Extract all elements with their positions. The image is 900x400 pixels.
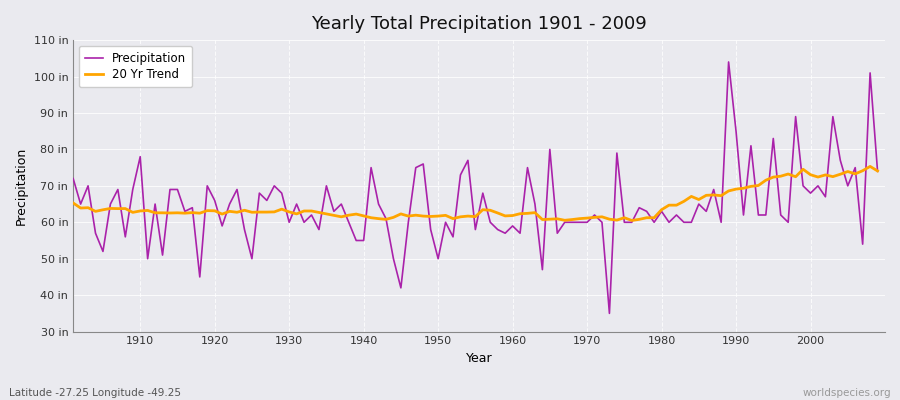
20 Yr Trend: [508, 213, 518, 218]
20 Yr Trend: [500, 214, 510, 218]
Title: Yearly Total Precipitation 1901 - 2009: Yearly Total Precipitation 1901 - 2009: [311, 15, 647, 33]
Y-axis label: Precipitation: Precipitation: [15, 147, 28, 225]
20 Yr Trend: [68, 200, 78, 205]
Precipitation: [724, 60, 734, 64]
20 Yr Trend: [292, 212, 302, 216]
X-axis label: Year: Year: [466, 352, 492, 365]
20 Yr Trend: [626, 218, 637, 223]
20 Yr Trend: [597, 214, 608, 219]
Precipitation: [292, 202, 302, 206]
Precipitation: [336, 202, 346, 206]
Text: Latitude -27.25 Longitude -49.25: Latitude -27.25 Longitude -49.25: [9, 388, 181, 398]
Precipitation: [68, 176, 78, 181]
Precipitation: [508, 224, 518, 228]
Line: 20 Yr Trend: 20 Yr Trend: [73, 166, 878, 220]
Line: Precipitation: Precipitation: [73, 62, 878, 313]
20 Yr Trend: [128, 210, 139, 215]
Legend: Precipitation, 20 Yr Trend: Precipitation, 20 Yr Trend: [79, 46, 193, 87]
Precipitation: [128, 187, 139, 192]
Precipitation: [500, 231, 510, 236]
20 Yr Trend: [872, 168, 883, 173]
20 Yr Trend: [336, 214, 346, 219]
Precipitation: [604, 311, 615, 316]
Precipitation: [597, 220, 608, 225]
Text: worldspecies.org: worldspecies.org: [803, 388, 891, 398]
Precipitation: [872, 169, 883, 174]
20 Yr Trend: [865, 164, 876, 169]
